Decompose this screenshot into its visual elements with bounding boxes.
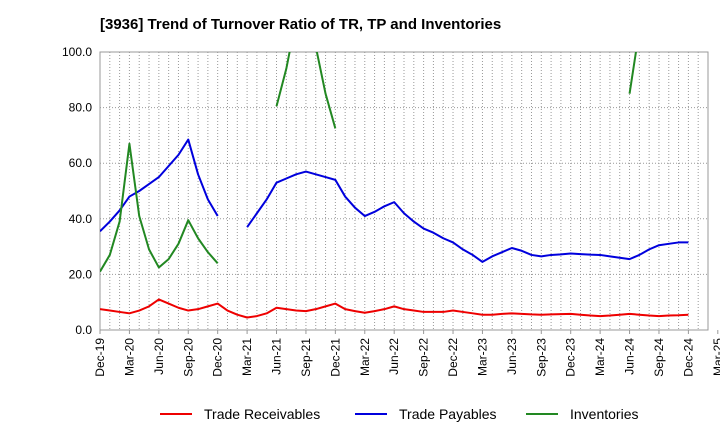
x-tick-label: Jun-22 [387, 338, 401, 375]
y-tick-label: 20.0 [69, 267, 93, 281]
x-tick-label: Jun-24 [623, 338, 637, 375]
x-tick-label: Sep-24 [652, 338, 666, 377]
x-tick-label: Jun-23 [505, 338, 519, 375]
x-tick-label: Mar-23 [475, 338, 489, 376]
grid-layer [99, 51, 709, 331]
legend-label: Trade Receivables [204, 406, 320, 422]
y-tick-label: 60.0 [69, 156, 93, 170]
series-line [275, 52, 337, 129]
series-line [246, 170, 689, 263]
x-tick-label: Dec-20 [211, 338, 225, 377]
x-tick-label: Sep-21 [299, 338, 313, 377]
x-tick-label: Mar-24 [593, 338, 607, 376]
legend-label: Trade Payables [399, 406, 497, 422]
chart-title: [3936] Trend of Turnover Ratio of TR, TP… [100, 16, 502, 33]
y-tick-label: 80.0 [69, 101, 93, 115]
y-tick-label: 40.0 [69, 212, 93, 226]
y-tick-label: 0.0 [75, 323, 92, 337]
series-inventories [100, 52, 637, 273]
x-tick-label: Dec-24 [681, 338, 695, 377]
x-tick-label: Jun-21 [270, 338, 284, 375]
series-layer [100, 52, 689, 319]
x-tick-label: Mar-20 [122, 338, 136, 376]
x-tick-label: Dec-22 [446, 338, 460, 377]
x-tick-label: Mar-25 [711, 338, 720, 376]
x-tick-label: Dec-23 [564, 338, 578, 377]
axis-layer: 0.0 20.0 40.0 60.0 80.0 100.0 Dec-19 Mar-20 Jun-… [62, 45, 720, 377]
series-line [100, 298, 689, 319]
x-tick-label: Mar-22 [358, 338, 372, 376]
series-trade-receivables [100, 298, 689, 319]
x-tick-label: Dec-19 [93, 338, 107, 377]
x-tick-label: Sep-20 [181, 338, 195, 377]
series-line [628, 52, 637, 94]
x-tick-label: Dec-21 [328, 338, 342, 377]
legend-label: Inventories [570, 406, 638, 422]
series-line [100, 138, 219, 233]
x-tick-label: Jun-20 [152, 338, 166, 375]
x-tick-label: Sep-23 [534, 338, 548, 377]
series-trade-payables [100, 138, 689, 263]
y-tick-label: 100.0 [62, 45, 92, 59]
series-line [100, 142, 219, 273]
x-tick-label: Mar-21 [240, 338, 254, 376]
legend: Trade Receivables Trade Payables Inventori… [160, 406, 638, 422]
x-tick-label: Sep-22 [417, 338, 431, 377]
